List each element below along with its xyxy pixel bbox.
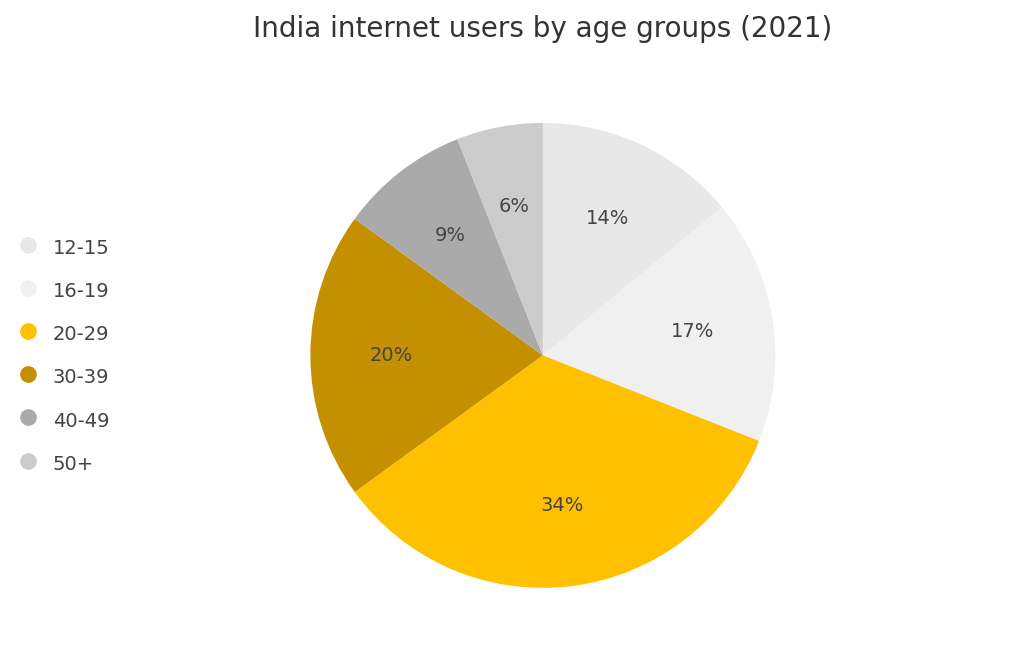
Title: India internet users by age groups (2021): India internet users by age groups (2021… [253,15,833,43]
Text: 14%: 14% [586,209,629,228]
Wedge shape [543,207,775,441]
Text: 9%: 9% [435,227,466,245]
Text: 34%: 34% [540,496,584,515]
Wedge shape [543,123,722,356]
Wedge shape [354,356,759,588]
Wedge shape [354,139,543,356]
Wedge shape [458,123,543,356]
Text: 6%: 6% [499,198,530,216]
Legend: 12-15, 16-19, 20-29, 30-39, 40-49, 50+: 12-15, 16-19, 20-29, 30-39, 40-49, 50+ [17,235,110,475]
Wedge shape [310,219,543,492]
Text: 20%: 20% [370,346,414,365]
Text: 17%: 17% [671,323,714,341]
